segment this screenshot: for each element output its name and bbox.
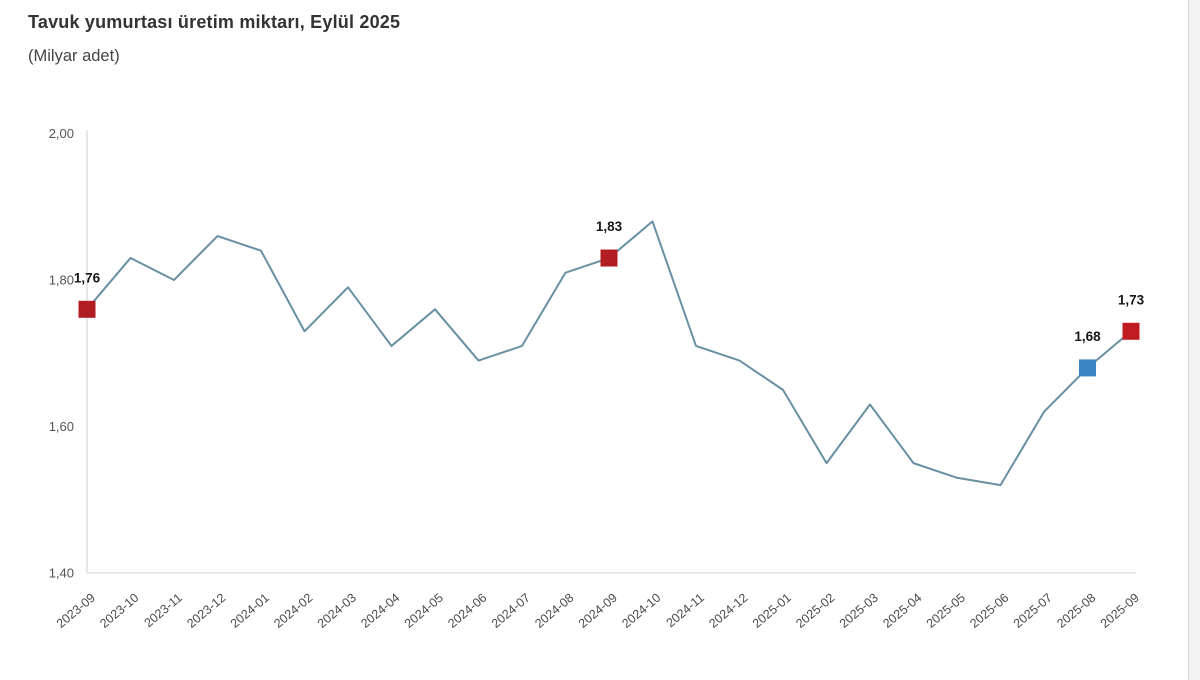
x-tick-label: 2024-09: [576, 591, 620, 631]
x-tick-label: 2025-03: [837, 591, 881, 631]
value-label: 1,83: [596, 219, 623, 234]
y-tick-label: 2,00: [49, 126, 74, 141]
x-tick-label: 2024-02: [271, 591, 315, 631]
chart-header: Tavuk yumurtası üretim miktarı, Eylül 20…: [28, 12, 400, 66]
highlight-marker-2023-09: [78, 300, 96, 318]
x-tick-label: 2025-05: [924, 591, 968, 631]
x-tick-label: 2025-08: [1054, 591, 1098, 631]
y-tick-label: 1,80: [49, 273, 74, 288]
x-tick-label: 2024-08: [532, 591, 576, 631]
x-tick-label: 2023-11: [141, 591, 184, 631]
x-tick-label: 2024-06: [445, 591, 489, 631]
value-label: 1,73: [1118, 292, 1145, 307]
value-label: 1,68: [1074, 329, 1101, 344]
x-tick-label: 2024-01: [228, 591, 272, 631]
x-tick-label: 2024-07: [489, 591, 533, 631]
x-tick-label: 2025-06: [967, 591, 1011, 631]
y-tick-label: 1,40: [49, 566, 74, 581]
chart-subtitle: (Milyar adet): [28, 47, 120, 65]
x-tick-label: 2025-07: [1011, 591, 1055, 631]
chart-title: Tavuk yumurtası üretim miktarı, Eylül 20…: [28, 12, 401, 32]
x-tick-label: 2024-10: [619, 591, 663, 631]
x-tick-label: 2025-09: [1098, 591, 1142, 631]
x-tick-label: 2024-03: [315, 591, 359, 631]
y-tick-label: 1,60: [49, 419, 74, 434]
x-tick-label: 2024-04: [358, 591, 402, 631]
value-label: 1,76: [74, 270, 101, 285]
highlight-marker-2025-09: [1122, 322, 1140, 340]
x-tick-label: 2025-04: [880, 591, 924, 631]
highlight-marker-2024-09: [600, 249, 618, 267]
x-tick-label: 2025-01: [750, 591, 794, 631]
x-tick-label: 2023-10: [97, 591, 141, 631]
x-tick-label: 2024-11: [663, 591, 706, 631]
x-tick-label: 2025-02: [793, 591, 837, 631]
page-scrollbar[interactable]: [1188, 0, 1200, 680]
x-tick-label: 2023-12: [184, 591, 228, 631]
x-tick-label: 2024-12: [706, 591, 750, 631]
x-tick-label: 2024-05: [402, 591, 446, 631]
x-tick-label: 2023-09: [54, 591, 98, 631]
highlight-marker-2025-08: [1079, 359, 1096, 377]
